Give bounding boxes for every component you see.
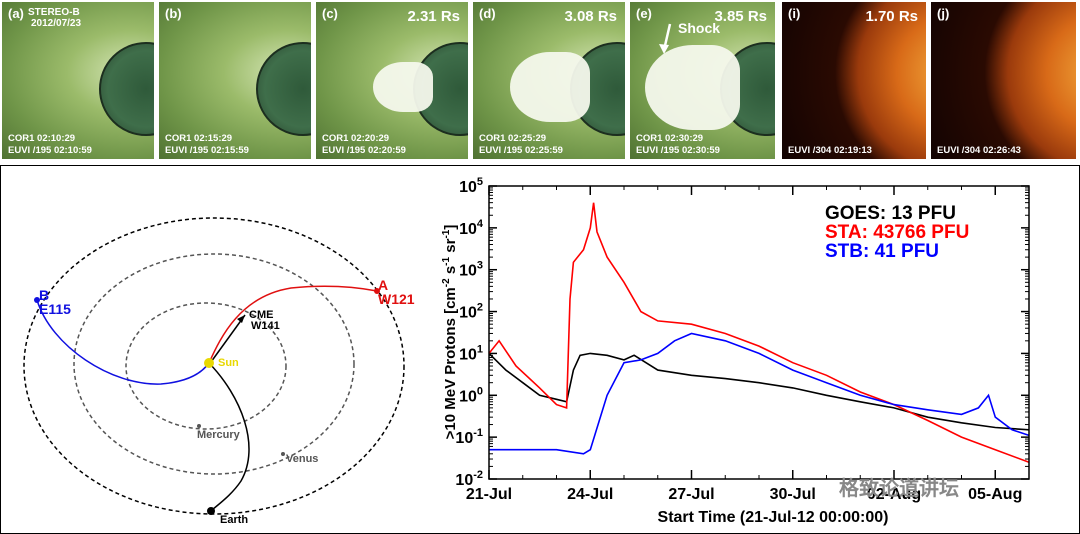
- image-panel-b: (b) COR1 02:15:29 EUVI /195 02:15:59: [159, 2, 311, 159]
- panel-letter: (d): [479, 6, 496, 21]
- y-tick-label: 102: [459, 302, 483, 322]
- panel-caption-euvi: EUVI /195 02:30:59: [636, 145, 720, 156]
- stereo-a-label: A: [378, 277, 388, 293]
- x-tick-label: 30-Jul: [770, 486, 816, 503]
- stereo-b-angle: E115: [39, 301, 71, 317]
- panel-caption-euvi: EUVI /195 02:10:59: [8, 145, 92, 156]
- panel-letter: (b): [165, 6, 182, 21]
- cme-arrow: [210, 314, 246, 363]
- panel-caption-euvi: EUVI /195 02:20:59: [322, 145, 406, 156]
- cme-angle: W141: [251, 320, 280, 332]
- x-tick-label: 27-Jul: [668, 486, 714, 503]
- x-tick-label: 21-Jul: [466, 486, 512, 503]
- cme-bright-front: [373, 62, 433, 112]
- image-panel-a: (a) STEREO-B 2012/07/23 COR1 02:10:29 EUVI /…: [2, 2, 154, 159]
- panel-distance: 3.08 Rs: [564, 8, 617, 25]
- proton-flux-chart: 10-2 10-1 100 101 102 103 104 105 21-Jul 24-Jul 27…: [441, 176, 1030, 526]
- y-tick-label: 104: [459, 218, 484, 238]
- series-line-goes: [488, 352, 1030, 431]
- panel-caption-euvi: EUVI /304 02:26:43: [937, 145, 1021, 156]
- panel-letter: (j): [937, 6, 950, 21]
- venus-marker: [281, 452, 285, 456]
- cme-arrowhead: [237, 315, 245, 323]
- panel-subtitle: STEREO-B 2012/07/23: [28, 7, 82, 29]
- x-axis-label: Start Time (21-Jul-12 00:00:00): [658, 509, 889, 526]
- image-panel-d: (d) 3.08 Rs COR1 02:25:29 EUVI /195 02:25:5…: [473, 2, 625, 159]
- legend-goes: GOES: 13 PFU: [825, 203, 956, 224]
- y-tick-label: 10-2: [455, 469, 483, 489]
- panel-caption-cor1: COR1 02:15:29: [165, 133, 233, 144]
- sun-marker: [204, 358, 214, 368]
- image-panel-e: (e) 3.85 Rs Shock COR1 02:30:29 EUVI /195 02…: [630, 2, 775, 159]
- panel-distance: 1.70 Rs: [865, 8, 918, 25]
- shock-arrow: [659, 23, 672, 54]
- image-panel-c: (c) 2.31 Rs COR1 02:20:29 EUVI /195 02:20:5…: [316, 2, 468, 159]
- venus-orbit: [73, 253, 355, 475]
- panel-caption-euvi: EUVI /195 02:25:59: [479, 145, 563, 156]
- stereo-a-spiral: [208, 285, 378, 364]
- y-tick-label: 103: [459, 260, 483, 280]
- occulter-disk: [256, 42, 311, 136]
- mercury-orbit: [125, 302, 287, 430]
- lower-figure-box: B E115 A W121 CME W141 Sun Mercury Venus…: [0, 165, 1080, 534]
- sun-label: Sun: [218, 357, 239, 369]
- earth-orbit: [23, 217, 405, 515]
- stereo-b-marker: [34, 297, 40, 303]
- panel-caption-cor1: COR1 02:30:29: [636, 133, 704, 144]
- occulter-disk: [99, 42, 154, 136]
- series-line-sta: [488, 202, 1030, 464]
- stereo-a-angle: W121: [378, 291, 415, 307]
- y-tick-label: 105: [459, 176, 483, 196]
- earth-spiral: [208, 362, 250, 512]
- y-tick-label: 10-1: [455, 427, 483, 447]
- image-panel-i: (i) 1.70 Rs EUVI /304 02:19:13: [782, 2, 926, 159]
- panel-distance: 2.31 Rs: [407, 8, 460, 25]
- panel-letter: (e): [636, 6, 652, 21]
- plot-frame: [488, 185, 1030, 480]
- panel-caption-euvi: EUVI /195 02:15:59: [165, 145, 249, 156]
- panel-caption-cor1: COR1 02:25:29: [479, 133, 547, 144]
- orbit-diagram: B E115 A W121 CME W141 Sun Mercury Venus…: [23, 217, 415, 526]
- x-tick-label: 05-Aug: [968, 486, 1022, 503]
- panel-letter: (i): [788, 6, 801, 21]
- watermark-text: 格致论道讲坛: [839, 476, 959, 500]
- cme-bright-front: [645, 44, 740, 130]
- cme-label: CME: [249, 309, 273, 321]
- panel-distance: 3.85 Rs: [714, 8, 767, 25]
- mercury-label: Mercury: [197, 429, 241, 441]
- x-tick-label: 02-Aug: [867, 486, 921, 503]
- legend-stb: STB: 41 PFU: [825, 241, 939, 262]
- chart-series: [488, 202, 1030, 464]
- y-axis-label: >10 MeV Protons [cm-2 s-1 sr-1]: [441, 225, 459, 440]
- earth-marker: [207, 507, 215, 515]
- earth-label: Earth: [220, 514, 248, 526]
- stereo-a-marker: [374, 288, 380, 294]
- shock-label: Shock: [678, 20, 721, 36]
- y-tick-label: 100: [459, 385, 483, 405]
- y-tick-label: 101: [459, 343, 483, 363]
- x-tick-label: 24-Jul: [567, 486, 613, 503]
- panel-letter: (a): [8, 6, 24, 21]
- stereo-b-spiral: [36, 299, 210, 385]
- series-line-stb: [489, 332, 1030, 455]
- stereo-b-label: B: [39, 287, 49, 303]
- panel-letter: (c): [322, 6, 338, 21]
- legend-sta: STA: 43766 PFU: [825, 222, 969, 243]
- panel-caption-cor1: COR1 02:20:29: [322, 133, 390, 144]
- panel-caption-cor1: COR1 02:10:29: [8, 133, 76, 144]
- venus-label: Venus: [286, 453, 318, 465]
- panel-caption-euvi: EUVI /304 02:19:13: [788, 145, 872, 156]
- mercury-marker: [197, 424, 201, 428]
- image-panel-j: (j) EUVI /304 02:26:43: [931, 2, 1076, 159]
- cme-bright-front: [510, 52, 590, 122]
